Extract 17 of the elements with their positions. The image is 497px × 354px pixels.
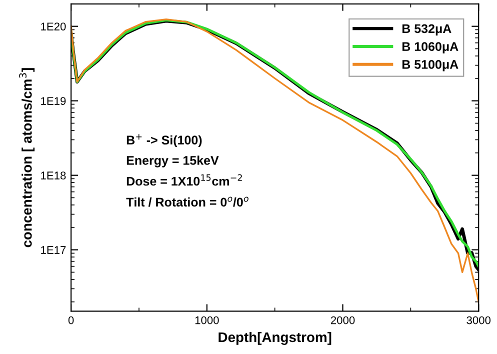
legend-label: B 1060μA xyxy=(402,42,458,54)
annotation: Tilt / Rotation = 0$^{o}$/0$^{o}$ xyxy=(126,196,248,207)
x-axis-title: Depth[Angstrom] xyxy=(218,332,332,345)
legend-label: B 532μA xyxy=(402,24,452,36)
x-tick-label: 0 xyxy=(68,316,74,324)
annotation: Energy = 15keV xyxy=(126,156,219,168)
x-tick-label: 3000 xyxy=(466,316,491,324)
y-tick-label: 1E17 xyxy=(41,246,66,254)
y-tick-label: 1E18 xyxy=(41,172,66,180)
y-axis-title: concentration [ atoms/cm$^{3}$] xyxy=(19,68,35,248)
legend-label: B 5100μA xyxy=(402,60,458,72)
y-tick-label: 1E20 xyxy=(41,22,66,30)
x-tick-label: 2000 xyxy=(330,316,355,324)
annotation: B$^{+}$ -> Si(100) xyxy=(126,134,202,147)
x-tick-label: 1000 xyxy=(195,316,219,324)
y-tick-label: 1E19 xyxy=(41,97,66,105)
annotation: Dose = 1X10$^{15}$cm$^{−2}$ xyxy=(126,174,242,186)
